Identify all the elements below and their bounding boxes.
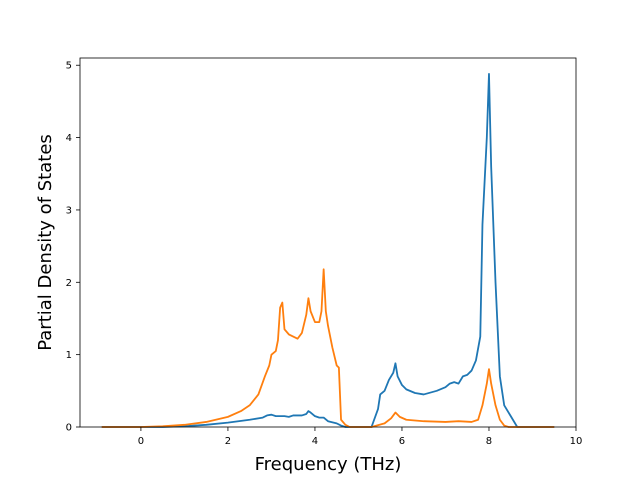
series-layer	[101, 73, 555, 428]
x-tick-label: 4	[312, 436, 318, 447]
x-axis-label: Frequency (THz)	[255, 454, 402, 475]
y-tick-label: 5	[66, 61, 72, 72]
y-tick-label: 4	[66, 133, 72, 144]
x-tick-label: 0	[138, 436, 144, 447]
y-axis-ticks: 0 1 2 3 4 5	[66, 61, 80, 434]
plot-frame	[79, 57, 577, 428]
series-line-2	[101, 268, 555, 428]
y-tick-label: 0	[66, 423, 72, 434]
y-axis-label: Partial Density of States	[35, 134, 56, 351]
x-axis-ticks: 0 2 4 6 8 10	[138, 427, 583, 447]
x-tick-label: 2	[225, 436, 231, 447]
y-tick-label: 2	[66, 278, 72, 289]
x-tick-label: 6	[399, 436, 405, 447]
y-tick-label: 3	[66, 205, 72, 216]
x-tick-label: 8	[486, 436, 492, 447]
series-line-1	[101, 73, 555, 428]
y-tick-label: 1	[66, 350, 72, 361]
x-tick-label: 10	[570, 436, 583, 447]
